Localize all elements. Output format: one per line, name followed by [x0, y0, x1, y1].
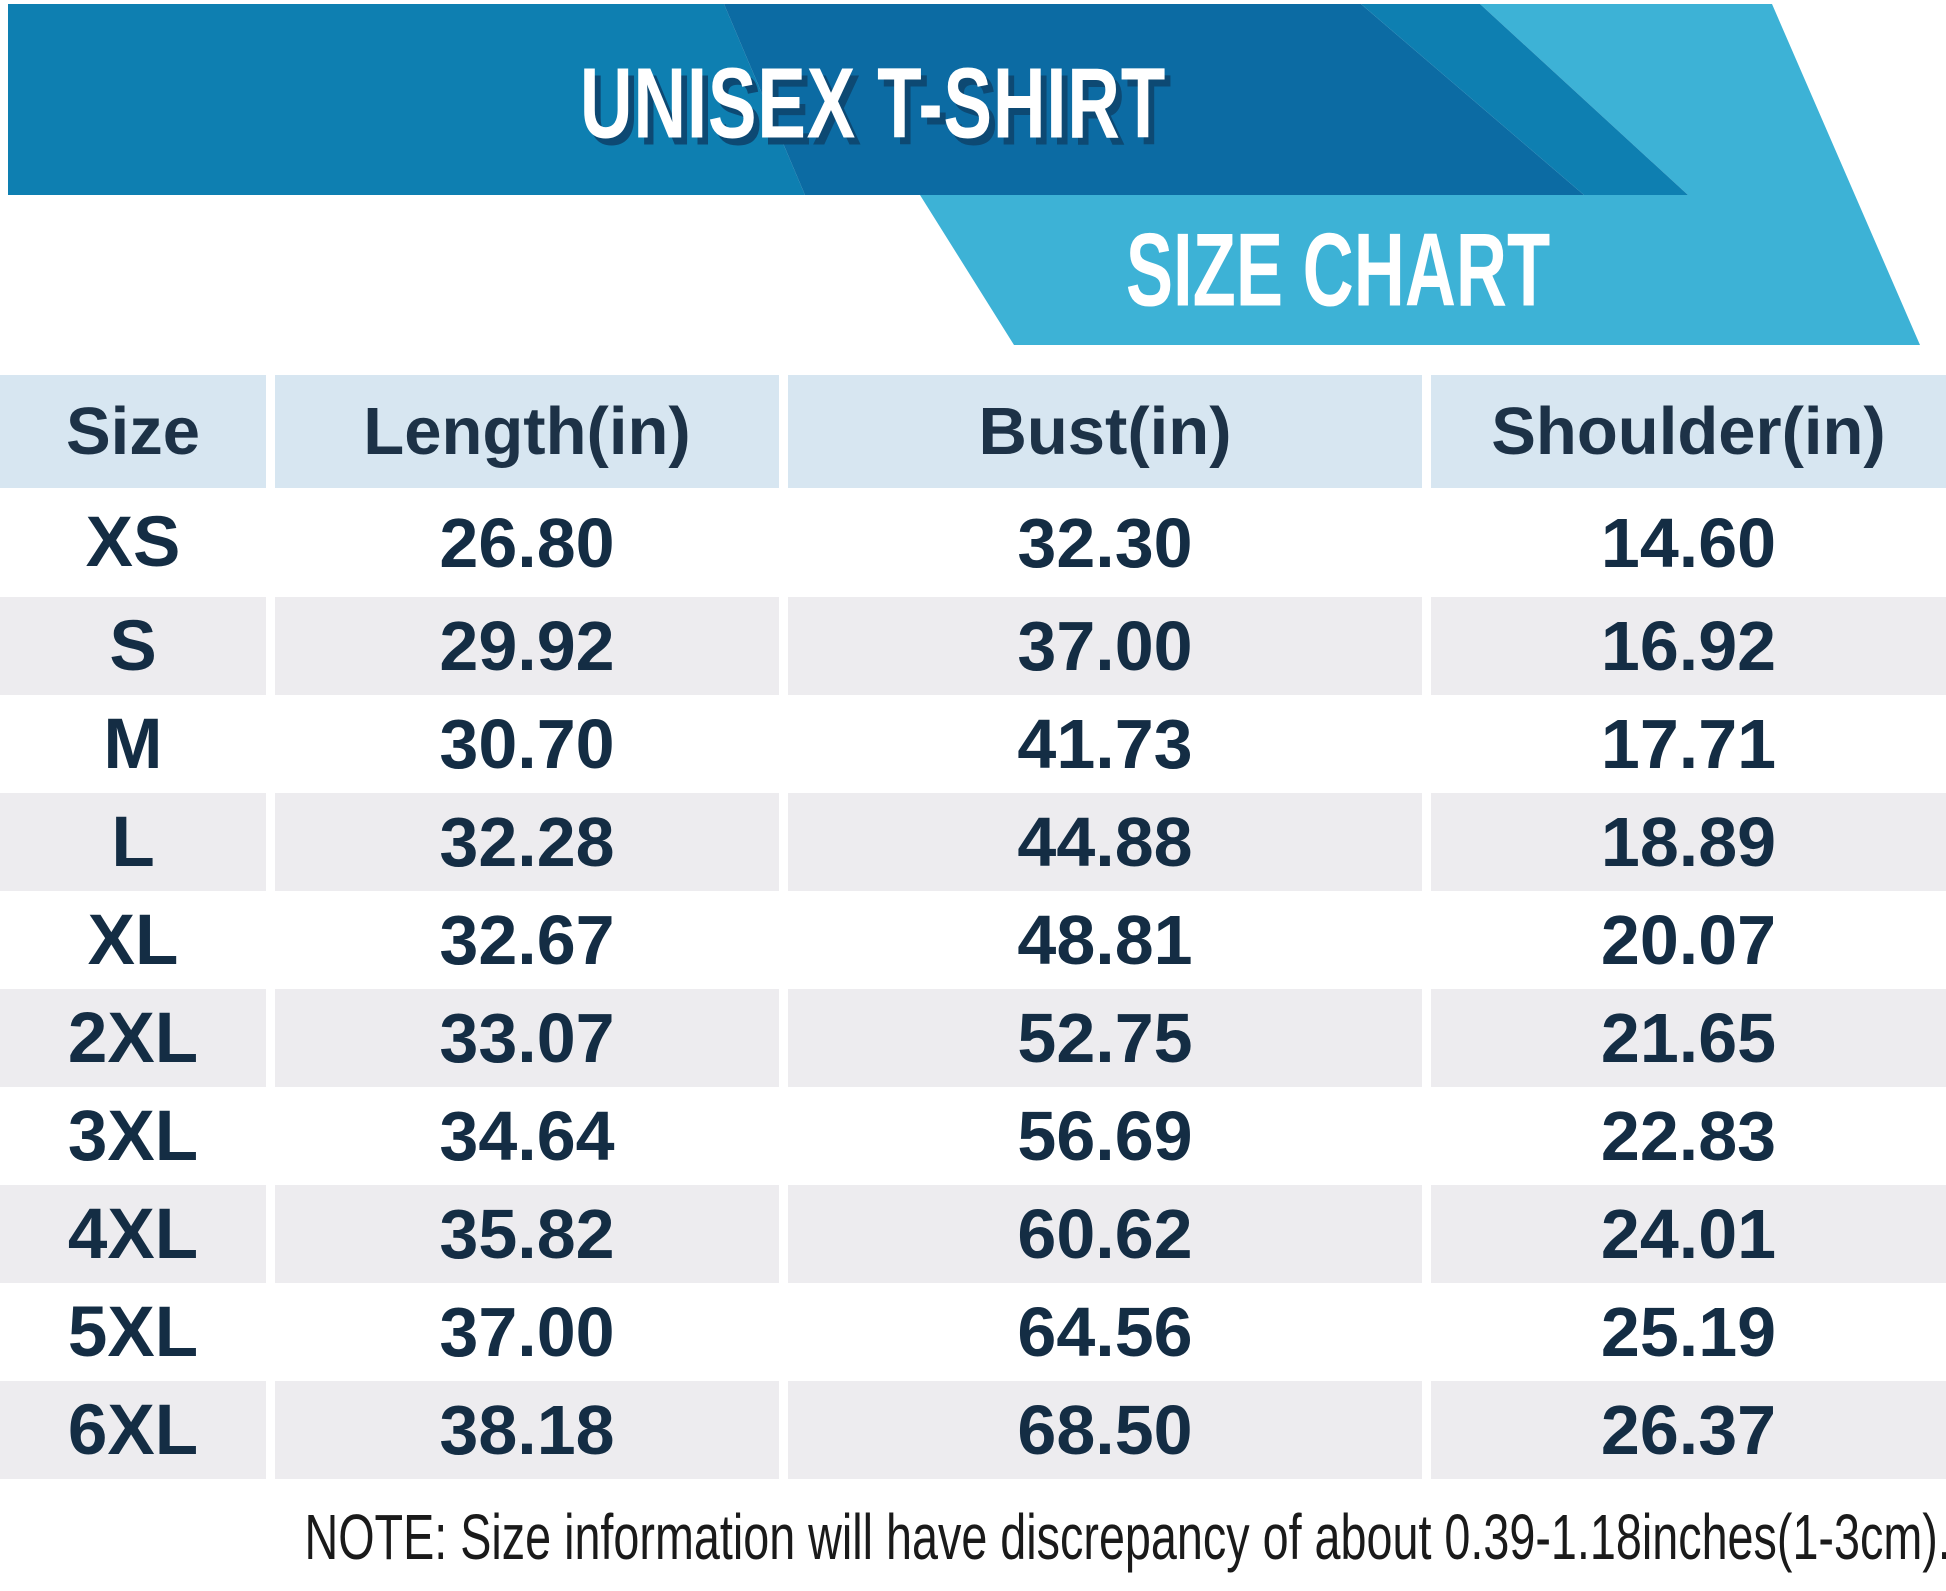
page-title: UNISEX T-SHIRT — [472, 47, 1275, 162]
banner-dark-shape — [724, 4, 1584, 195]
cell-shoulder: 16.92 — [1431, 597, 1946, 695]
header-cell-shoulder: Shoulder(in) — [1431, 375, 1946, 488]
size-chart-ribbon-shape — [920, 4, 1920, 345]
cell-shoulder: 25.19 — [1431, 1283, 1946, 1381]
cell-shoulder: 26.37 — [1431, 1381, 1946, 1479]
cell-length: 33.07 — [275, 989, 779, 1087]
cell-length: 37.00 — [275, 1283, 779, 1381]
header-cell-size: Size — [0, 375, 266, 488]
banner-left-shape — [8, 4, 805, 195]
cell-length: 30.70 — [275, 695, 779, 793]
cell-length: 32.28 — [275, 793, 779, 891]
cell-shoulder: 21.65 — [1431, 989, 1946, 1087]
cell-size: XS — [0, 488, 266, 597]
header-cell-length: Length(in) — [275, 375, 779, 488]
cell-size: 3XL — [0, 1087, 266, 1185]
cell-size: M — [0, 695, 266, 793]
size-note: NOTE: Size information will have discrep… — [0, 1500, 1946, 1574]
size-chart-subtitle: SIZE CHART — [1026, 212, 1650, 331]
cell-bust: 44.88 — [788, 793, 1422, 891]
cell-length: 32.67 — [275, 891, 779, 989]
cell-bust: 64.56 — [788, 1283, 1422, 1381]
cell-bust: 41.73 — [788, 695, 1422, 793]
cell-size: S — [0, 597, 266, 695]
cell-shoulder: 17.71 — [1431, 695, 1946, 793]
cell-bust: 68.50 — [788, 1381, 1422, 1479]
cell-bust: 37.00 — [788, 597, 1422, 695]
cell-bust: 60.62 — [788, 1185, 1422, 1283]
cell-size: 4XL — [0, 1185, 266, 1283]
size-note-text: NOTE: Size information will have discrep… — [304, 1501, 1946, 1573]
cell-shoulder: 18.89 — [1431, 793, 1946, 891]
cell-size: L — [0, 793, 266, 891]
banner-accent-stripe-shape — [1361, 4, 1688, 195]
header-banner-graphic — [8, 4, 1920, 345]
cell-length: 38.18 — [275, 1381, 779, 1479]
size-table: Size Length(in) Bust(in) Shoulder(in) XS… — [0, 375, 1946, 1479]
cell-length: 35.82 — [275, 1185, 779, 1283]
cell-size: 6XL — [0, 1381, 266, 1479]
size-chart-subtitle-text: SIZE CHART — [1125, 212, 1551, 329]
cell-length: 29.92 — [275, 597, 779, 695]
header-cell-bust: Bust(in) — [788, 375, 1422, 488]
cell-size: XL — [0, 891, 266, 989]
cell-bust: 56.69 — [788, 1087, 1422, 1185]
cell-length: 34.64 — [275, 1087, 779, 1185]
cell-shoulder: 22.83 — [1431, 1087, 1946, 1185]
cell-length: 26.80 — [275, 488, 779, 597]
page-title-text: UNISEX T-SHIRT — [579, 47, 1167, 160]
cell-bust: 48.81 — [788, 891, 1422, 989]
cell-size: 5XL — [0, 1283, 266, 1381]
cell-size: 2XL — [0, 989, 266, 1087]
cell-shoulder: 20.07 — [1431, 891, 1946, 989]
cell-bust: 52.75 — [788, 989, 1422, 1087]
cell-shoulder: 24.01 — [1431, 1185, 1946, 1283]
cell-shoulder: 14.60 — [1431, 488, 1946, 597]
cell-bust: 32.30 — [788, 488, 1422, 597]
